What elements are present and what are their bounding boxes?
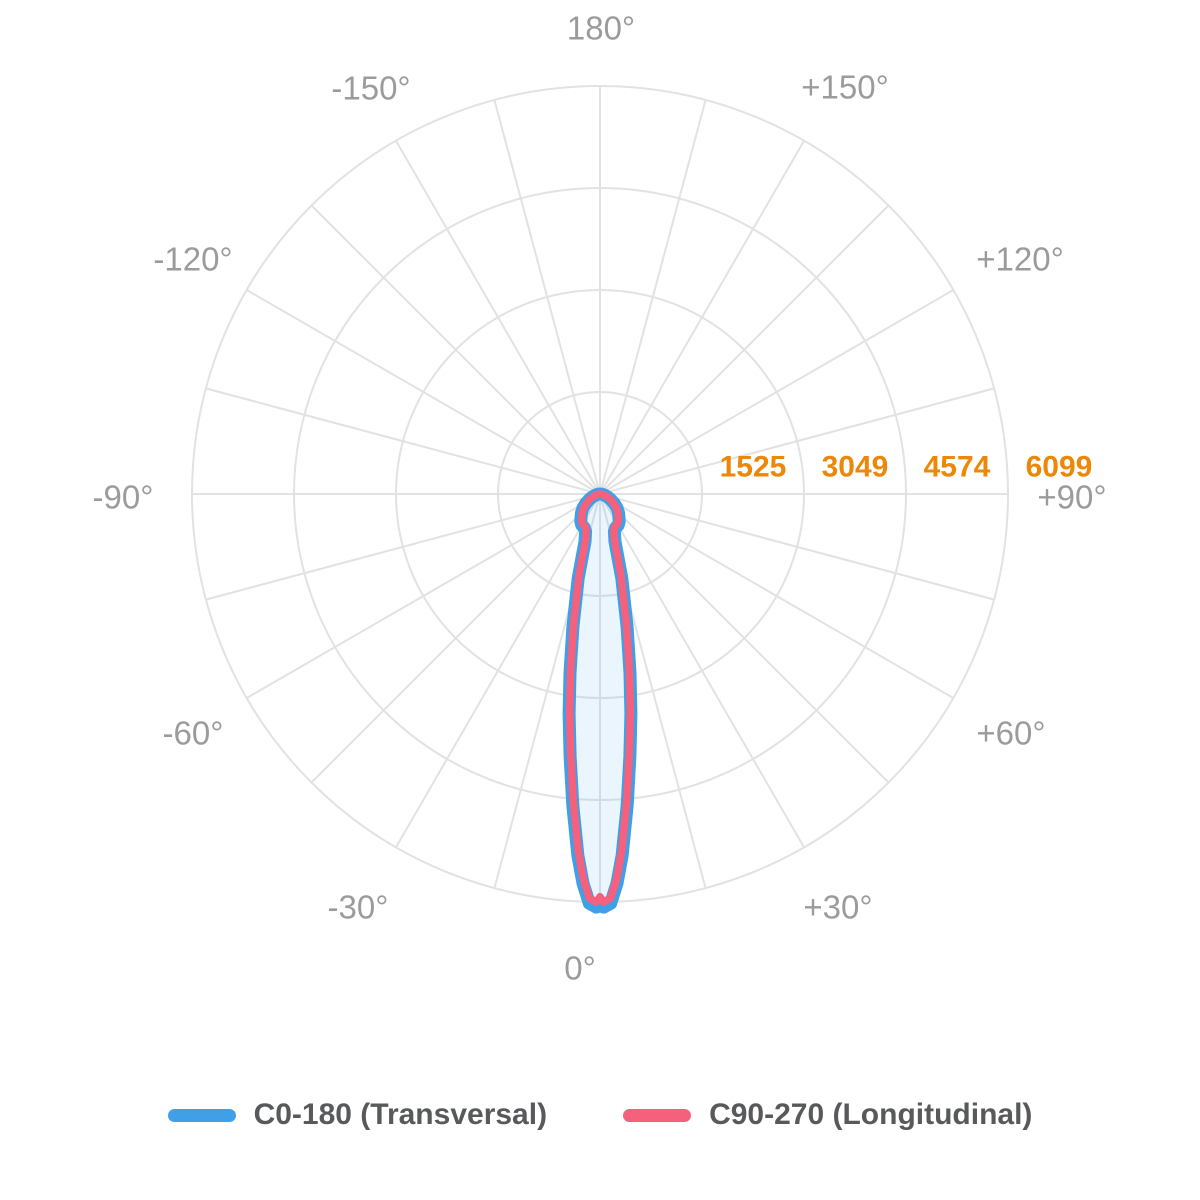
legend-item-c0-180[interactable]: C0-180 (Transversal) [167, 1098, 548, 1132]
ring-value-label: 6099 [1026, 451, 1093, 484]
legend-item-c90-270[interactable]: C90-270 (Longitudinal) [623, 1098, 1032, 1132]
angle-label: 0° [564, 950, 596, 987]
angle-label: -60° [163, 715, 224, 752]
legend: C0-180 (Transversal) C90-270 (Longitudin… [0, 1098, 1200, 1132]
angle-label: +90° [1037, 479, 1106, 516]
series-path-c90-270 [565, 490, 635, 906]
grid-ring [293, 187, 907, 801]
angle-label: 180° [567, 10, 635, 47]
angle-label: -150° [331, 70, 410, 107]
angle-label: -90° [93, 479, 154, 516]
grid-ring [395, 289, 805, 699]
angle-label: +60° [976, 715, 1045, 752]
grid-ring [497, 391, 703, 597]
angle-label: -120° [153, 241, 232, 278]
angle-label: +120° [976, 241, 1064, 278]
legend-label-c90-270: C90-270 (Longitudinal) [709, 1098, 1033, 1131]
ring-value-label: 3049 [822, 451, 889, 484]
legend-label-c0-180: C0-180 (Transversal) [253, 1098, 548, 1131]
polar-chart: 180° -150° +150° -120° +120° -90° +90° -60° +60°… [93, 10, 1107, 987]
angle-label: +150° [801, 69, 889, 106]
legend-swatch-c90-270-icon [623, 1108, 692, 1122]
angle-label: +30° [803, 889, 872, 926]
legend-swatch-c0-180-icon [167, 1108, 236, 1122]
ring-value-label: 4574 [924, 451, 991, 484]
angle-label: -30° [328, 889, 389, 926]
ring-value-label: 1525 [720, 451, 787, 484]
